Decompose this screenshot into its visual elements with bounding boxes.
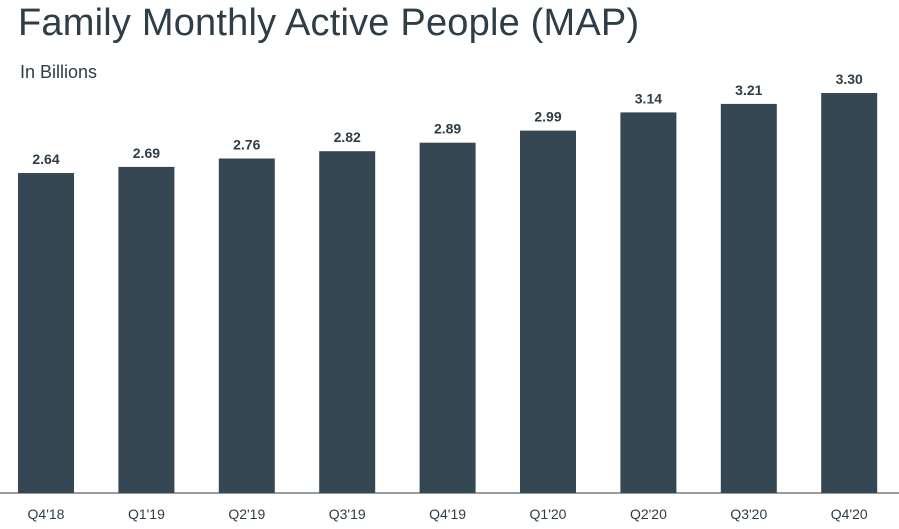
x-tick-label-Q3'20: Q3'20 <box>730 506 767 522</box>
chart-subtitle: In Billions <box>20 62 98 82</box>
bar-Q3'20 <box>720 103 777 494</box>
x-tick-label-Q3'19: Q3'19 <box>329 506 366 522</box>
x-tick-label-Q4'18: Q4'18 <box>28 506 65 522</box>
data-label-Q1'19: 2.69 <box>133 145 160 161</box>
data-label-Q3'19: 2.82 <box>334 129 361 145</box>
data-label-Q1'20: 2.99 <box>534 109 561 125</box>
data-label-Q3'20: 3.21 <box>735 82 762 98</box>
data-label-Q2'20: 3.14 <box>635 90 662 106</box>
data-label-Q4'20: 3.30 <box>836 71 863 87</box>
data-label-Q2'19: 2.76 <box>233 137 260 153</box>
data-label-Q4'18: 2.64 <box>32 151 59 167</box>
bar-Q4'20 <box>821 93 878 493</box>
bar-Q2'19 <box>218 158 275 493</box>
x-tick-label-Q2'19: Q2'19 <box>228 506 265 522</box>
bar-Q4'19 <box>419 142 476 493</box>
bar-Q4'18 <box>18 173 74 493</box>
x-tick-label-Q1'19: Q1'19 <box>128 506 165 522</box>
data-label-Q4'19: 2.89 <box>434 121 461 137</box>
x-tick-label-Q4'19: Q4'19 <box>429 506 466 522</box>
bar-Q2'20 <box>620 112 677 494</box>
bar-Q3'19 <box>319 151 376 493</box>
chart-title: Family Monthly Active People (MAP) <box>18 2 640 44</box>
x-tick-label-Q4'20: Q4'20 <box>831 506 868 522</box>
x-tick-label-Q2'20: Q2'20 <box>630 506 667 522</box>
bar-Q1'20 <box>520 130 576 493</box>
bar-Q1'19 <box>118 166 175 493</box>
x-tick-label-Q1'20: Q1'20 <box>530 506 567 522</box>
